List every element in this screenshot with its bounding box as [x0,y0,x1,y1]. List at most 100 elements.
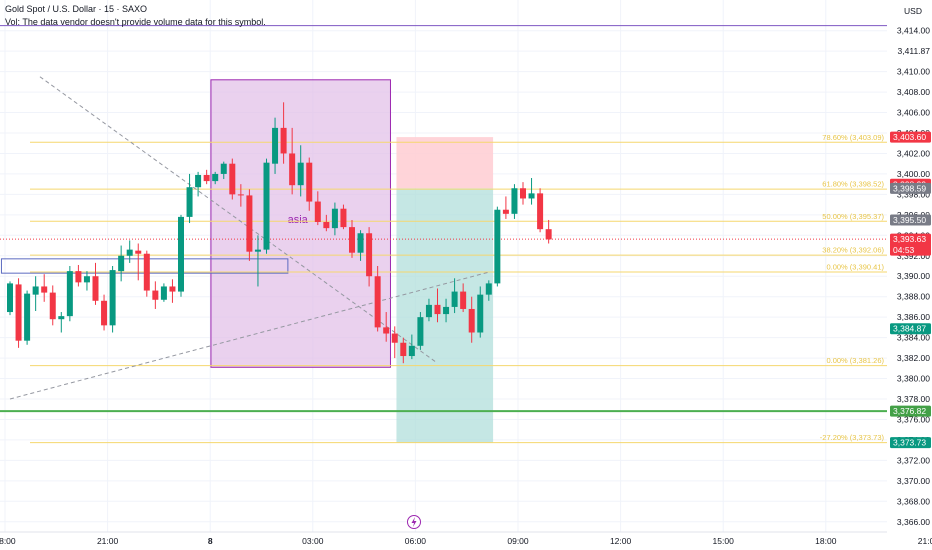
candle-body [383,327,390,334]
candle-body [7,283,13,313]
candle-body [186,187,193,217]
price-axis-label: 3,390.00 [897,271,930,281]
candle-body [545,229,552,240]
price-tag [890,405,931,417]
fib-level-label: 78.60% (3,403.09) [822,133,884,142]
candle-body [195,174,202,188]
time-axis-label: 09:00 [507,536,529,546]
fib-level-label: 61.80% (3,398.52) [822,180,884,189]
asia-box [210,79,391,368]
price-axis-label: 3,372.00 [897,455,930,465]
candle-body [66,271,73,317]
price-tag [890,131,931,143]
candle-body [32,286,39,295]
candle-body [220,163,227,174]
price-tag-label: 3,393.63 [893,234,926,244]
candle-body [289,153,296,186]
candle-body [357,233,364,253]
candle-body [408,345,415,357]
candle-body [366,233,373,277]
price-tag-label: 3,384.87 [893,324,926,334]
candle-body [254,249,261,252]
price-axis-label: 3,392.00 [897,251,930,261]
candle-body [178,216,184,292]
candle-body [75,271,82,283]
candle-body [92,276,99,301]
time-axis-label: 12:00 [610,536,632,546]
price-axis-label: 3,380.00 [897,374,930,384]
asia-box-label: asia [288,214,309,226]
candle-body [391,333,398,343]
price-axis-label: 3,410.00 [897,67,930,77]
countdown-label: 04:53 [893,245,915,255]
price-tag-label: 3,395.50 [893,215,926,225]
candle-body [143,253,150,291]
candle-body [101,300,108,326]
candle-body [135,250,142,254]
price-tag-label: 3,398.59 [893,183,926,193]
candle-body [468,308,475,333]
time-axis-label: 15:00 [713,536,735,546]
candle-body [502,209,509,214]
candle-body [460,291,467,309]
price-axis-label: 3,411.87 [898,46,931,56]
time-axis-label: 03:00 [302,536,324,546]
fib-level-label: 38.20% (3,392.06) [822,246,884,255]
candle-body [417,317,424,346]
candle-body [263,162,270,250]
candle-body [41,286,48,293]
lightning-icon-glyph [411,517,417,527]
position-stop-zone [396,137,494,189]
candle-body [349,227,355,253]
price-axis-label: 3,386.00 [897,312,930,322]
price-tag [890,182,931,194]
trend-line [39,76,438,364]
time-axis-label: 8 [208,536,213,546]
candle-body [118,255,125,272]
candle-body [24,293,31,341]
candle-body [528,193,535,199]
currency-label[interactable]: USD [904,6,922,16]
candle-body [49,292,56,320]
price-tag [890,233,931,256]
fib-level-label: 50.00% (3,395.37) [822,212,884,221]
symbol-title[interactable]: Gold Spot / U.S. Dollar · 15 · SAXO [5,4,148,14]
candle-body [83,276,90,283]
candle-body [237,194,244,196]
price-axis-label: 3,400.00 [897,169,930,179]
candle-body [537,193,544,230]
candle-body [109,270,116,326]
price-tag [890,437,931,449]
price-tag-label: 3,376.82 [893,406,926,416]
price-axis-label: 3,366.00 [897,517,930,527]
position-target-zone [396,188,494,443]
candle-body [374,276,381,328]
candle-body [229,163,236,195]
candle-body [323,222,330,229]
time-axis-label: 18:00 [815,536,837,546]
candle-body [15,284,22,341]
price-tag [890,214,931,226]
candle-body [443,306,450,315]
candle-body [126,249,133,256]
time-axis-label: 18:00 [0,536,16,546]
candle-body [246,195,253,252]
candle-body [434,304,441,315]
price-axis-label: 3,402.00 [897,148,930,158]
price-axis-label: 3,376.00 [897,414,930,424]
fib-level-label: 0.00% (3,381.26) [826,356,884,365]
fib-level-label: -27.20% (3,373.73) [820,433,885,442]
candle-body [169,286,176,292]
candle-body [58,316,65,320]
price-axis-background [887,0,932,550]
price-axis-label: 3,406.00 [897,108,930,118]
volume-note: Vol: The data vendor doesn't provide vol… [5,17,266,27]
candle-body [331,208,338,229]
candle-body [203,174,210,182]
candle-body [340,208,347,228]
candle-body [511,188,518,214]
price-axis-label: 3,408.00 [897,87,930,97]
price-axis-label: 3,384.00 [897,333,930,343]
candle-body [425,304,432,318]
